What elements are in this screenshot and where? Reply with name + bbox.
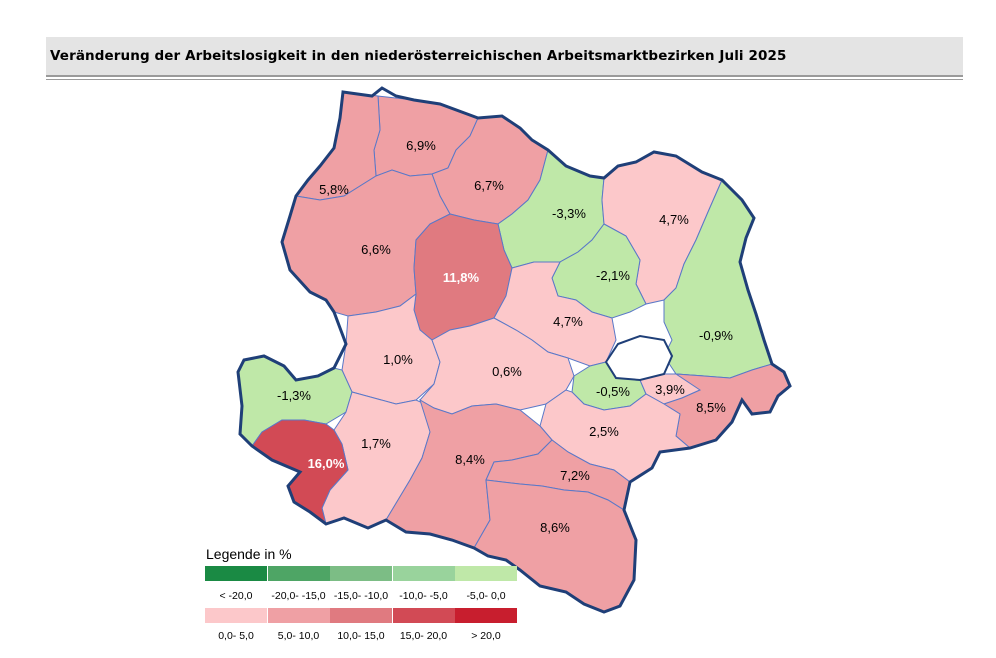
district-value-label: 8,4%: [455, 452, 485, 467]
legend-swatch: [330, 608, 392, 623]
legend-label: 15,0- 20,0: [399, 630, 448, 642]
legend-swatch: [392, 608, 455, 623]
district-value-label: -3,3%: [552, 206, 586, 221]
district-value-label: 4,7%: [659, 212, 689, 227]
legend-label: 0,0- 5,0: [218, 630, 254, 642]
legend-swatch: [267, 608, 330, 623]
district-value-label: 3,9%: [655, 382, 685, 397]
legend-swatch: [455, 566, 517, 581]
legend-swatch: [205, 608, 267, 623]
lake-shape: [604, 334, 674, 382]
title-bar: Veränderung der Arbeitslosigkeit in den …: [46, 37, 963, 80]
legend-label: 5,0- 10,0: [277, 630, 320, 642]
district-value-label: 6,6%: [361, 242, 391, 257]
legend-label: -5,0- 0,0: [466, 590, 506, 602]
district-value-label: -0,5%: [596, 384, 630, 399]
district-value-label: 1,0%: [383, 352, 413, 367]
district-value-label: 6,9%: [406, 138, 436, 153]
legend-label: < -20,0: [219, 590, 253, 602]
map-title: Veränderung der Arbeitslosigkeit in den …: [50, 48, 787, 64]
legend-label: -20,0- -15,0: [271, 590, 326, 602]
district-value-label: 1,7%: [361, 436, 391, 451]
legend-swatch: [205, 566, 267, 581]
district-value-label: -1,3%: [277, 388, 311, 403]
legend-swatch: [392, 566, 455, 581]
district-value-label: 7,2%: [560, 468, 590, 483]
legend-label: -15,0- -10,0: [333, 590, 389, 602]
legend-label: -10,0- -5,0: [399, 590, 448, 602]
district-value-label: 8,6%: [540, 520, 570, 535]
district-value-label: -2,1%: [596, 268, 630, 283]
district-value-label: 6,7%: [474, 178, 504, 193]
legend-label: 10,0- 15,0: [337, 630, 385, 642]
district-value-label: 5,8%: [319, 182, 349, 197]
legend-title: Legende in %: [206, 546, 292, 562]
district-value-label: 8,5%: [696, 400, 726, 415]
district-value-label: 2,5%: [589, 424, 619, 439]
district-value-label: 11,8%: [443, 270, 480, 285]
legend-swatch: [455, 608, 517, 623]
district-value-label: 4,7%: [553, 314, 583, 329]
district-value-label: 0,6%: [492, 364, 522, 379]
legend-swatch: [330, 566, 392, 581]
legend-label: > 20,0: [471, 630, 501, 642]
state-outline: [236, 86, 792, 614]
district-value-label: 16,0%: [308, 456, 345, 471]
legend-swatch: [267, 566, 330, 581]
district-value-label: -0,9%: [699, 328, 733, 343]
